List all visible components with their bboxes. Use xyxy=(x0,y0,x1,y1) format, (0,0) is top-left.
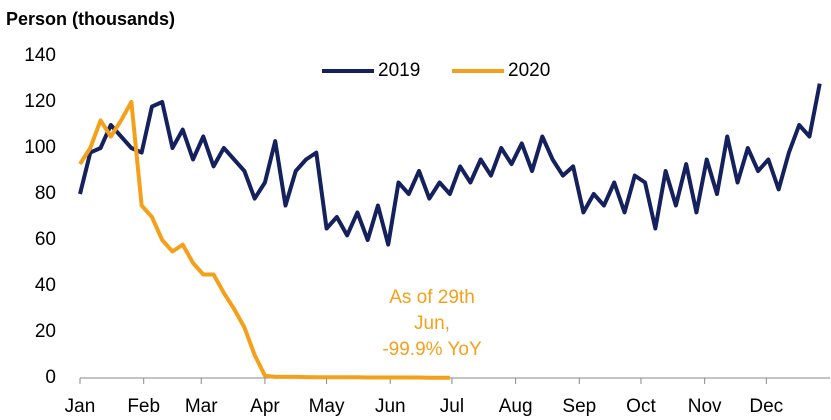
annotation: Jun, xyxy=(414,313,450,334)
y-tick-label: 40 xyxy=(35,275,56,296)
series-line xyxy=(78,100,450,380)
legend-label: 2020 xyxy=(508,60,550,81)
y-tick-label: 60 xyxy=(35,229,56,250)
y-tick-label: 120 xyxy=(24,91,56,112)
y-tick-label: 140 xyxy=(24,45,56,66)
series-line xyxy=(78,83,822,247)
annotation: As of 29th xyxy=(389,287,475,308)
x-tick-label: Jul xyxy=(440,396,464,417)
y-tick-label: 80 xyxy=(35,183,56,204)
y-tick-label: 20 xyxy=(35,321,56,342)
y-tick-label: 0 xyxy=(45,367,56,388)
x-tick-label: Jun xyxy=(375,396,406,417)
x-tick-label: Dec xyxy=(749,396,783,417)
chart-title: Person (thousands) xyxy=(6,9,175,29)
x-tick-label: Nov xyxy=(688,396,722,417)
x-tick-label: Oct xyxy=(626,396,656,417)
x-tick-label: Apr xyxy=(250,396,280,417)
legend-label: 2019 xyxy=(378,60,420,81)
y-tick-label: 100 xyxy=(24,137,56,158)
x-tick-label: Jan xyxy=(65,396,96,417)
x-tick-label: Sep xyxy=(562,396,596,417)
annotation: -99.9% YoY xyxy=(382,339,482,360)
x-tick-label: May xyxy=(309,396,345,417)
x-tick-label: Mar xyxy=(185,396,218,417)
x-tick-label: Aug xyxy=(499,396,533,417)
x-tick-label: Feb xyxy=(127,396,160,417)
